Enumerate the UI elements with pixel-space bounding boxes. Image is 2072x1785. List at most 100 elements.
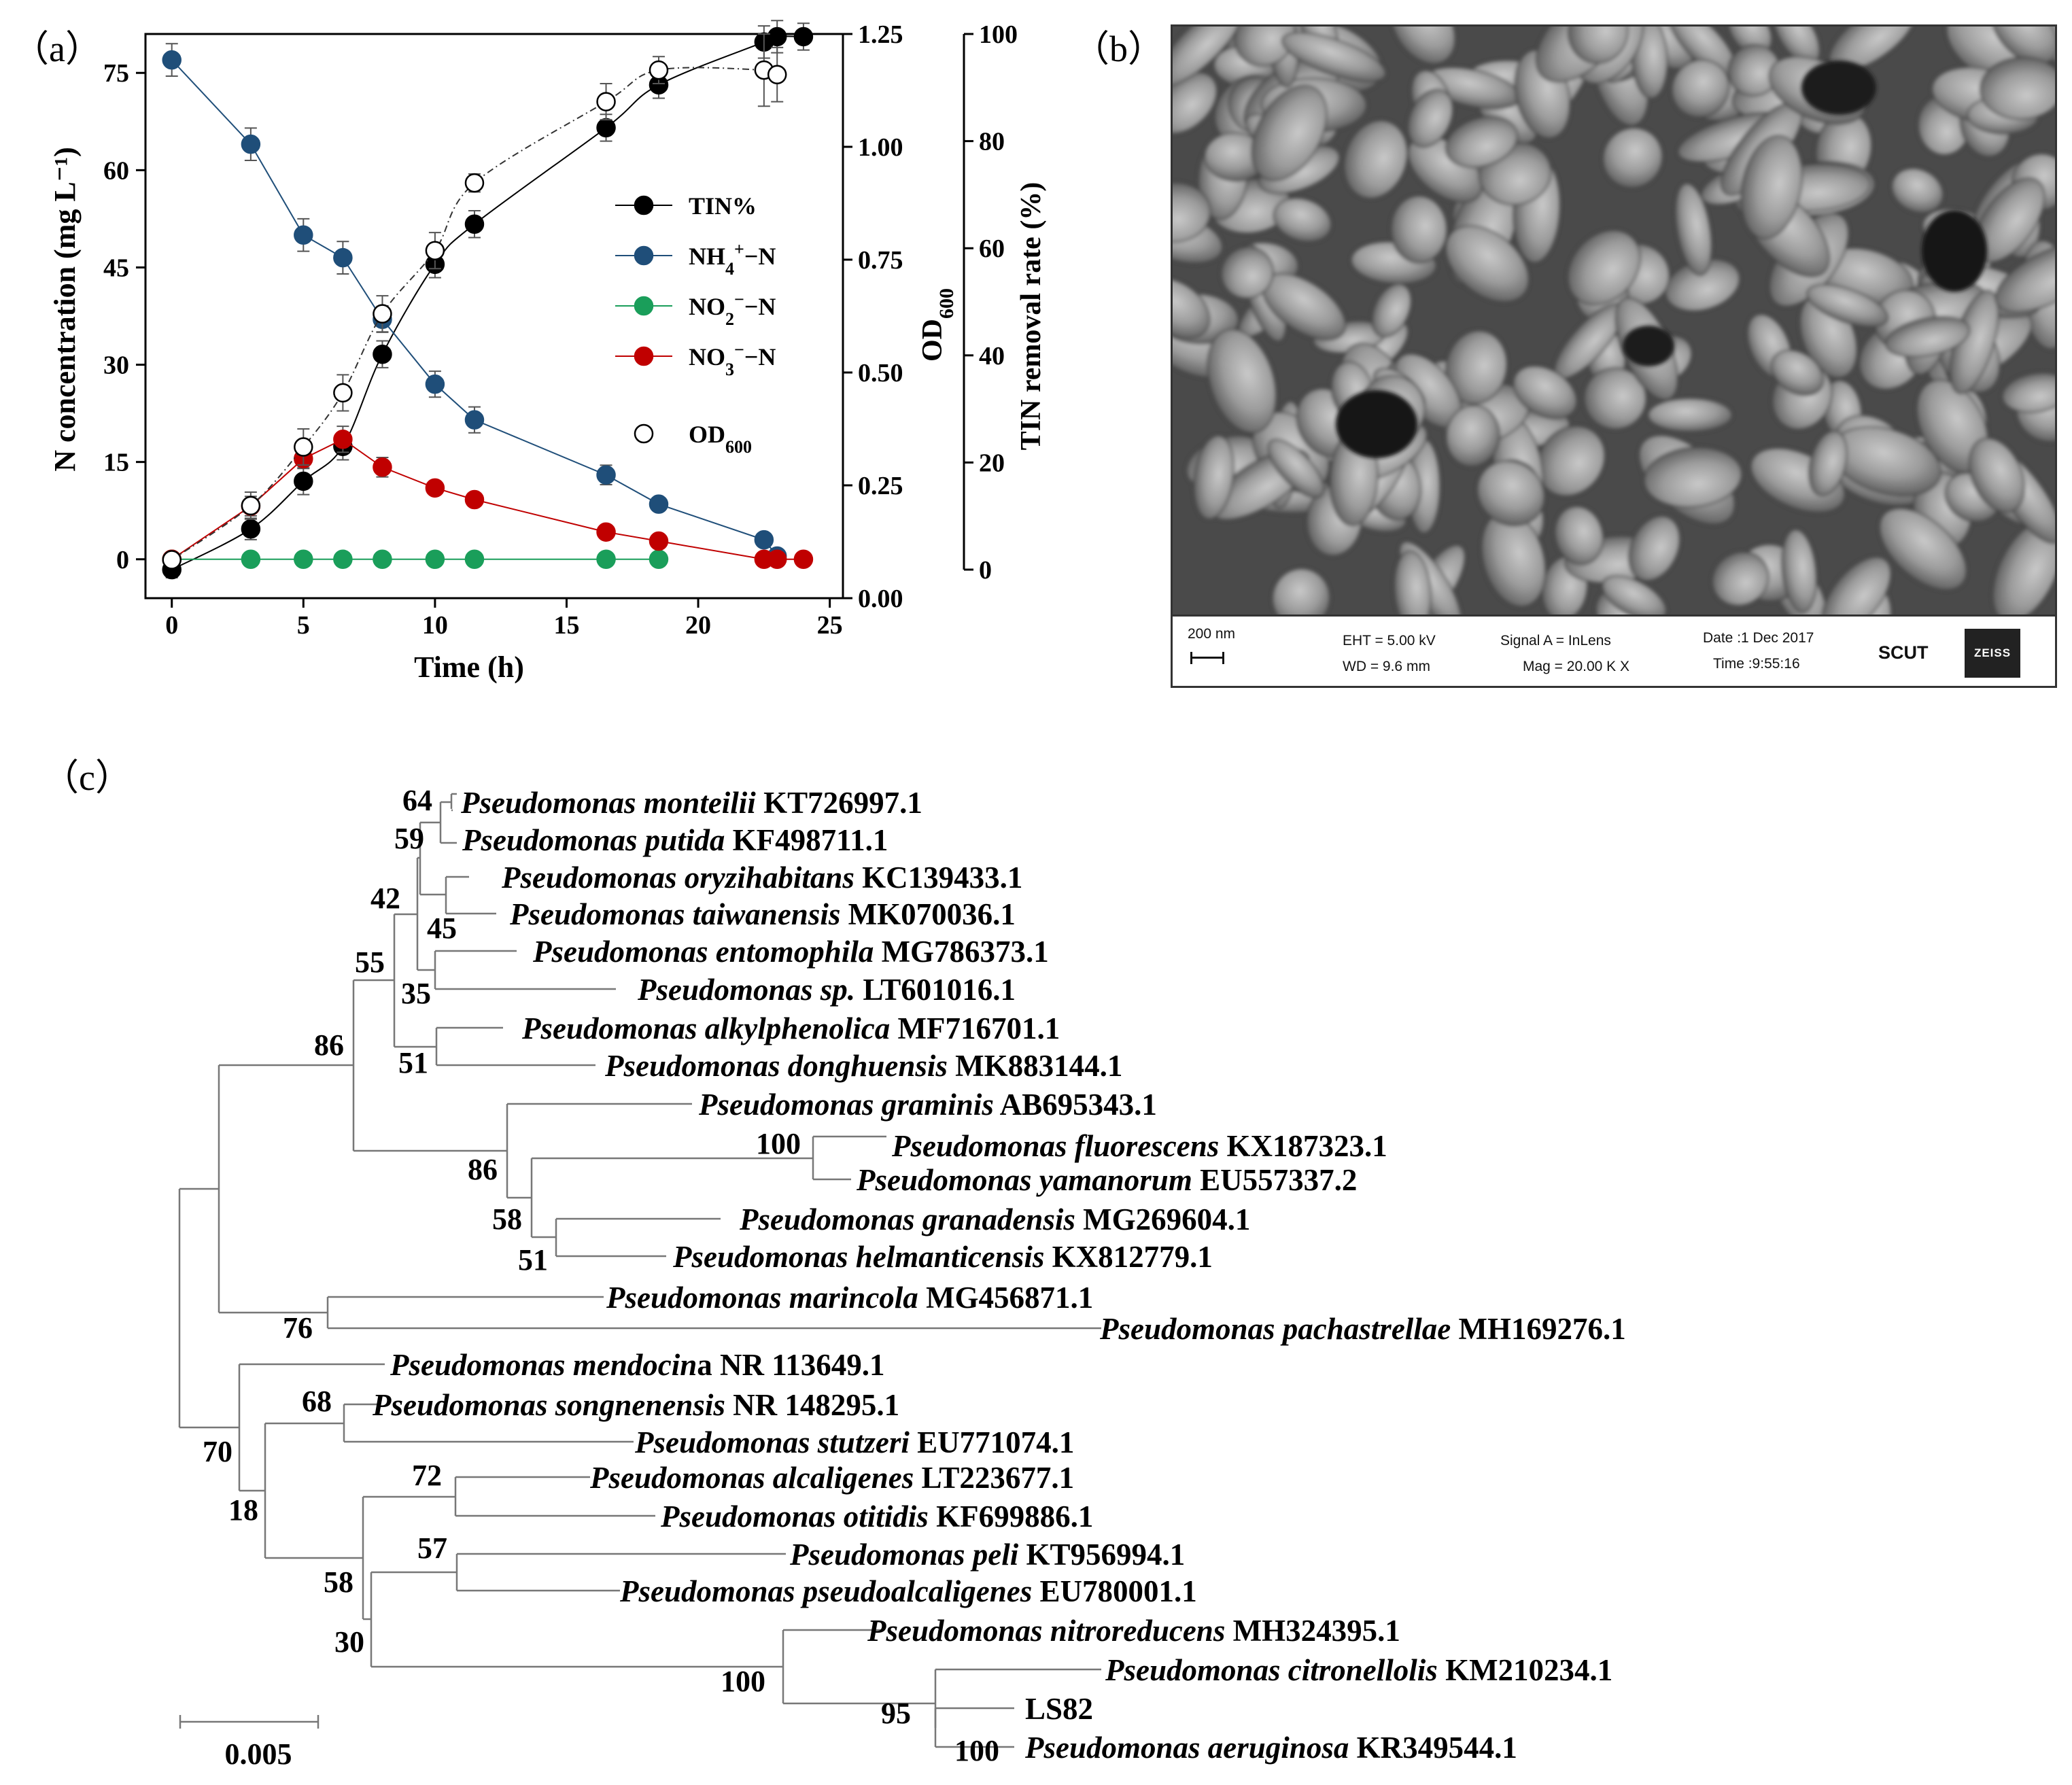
sem-bacterium [1281, 31, 1387, 83]
panel-label-c: （c） [42, 757, 132, 798]
sem-mag: Mag = 20.00 K X [1523, 659, 1630, 674]
sem-bacterium [1879, 508, 1967, 591]
chart-series [162, 20, 814, 580]
bootstrap-value: 35 [401, 977, 431, 1010]
sem-bacterium [1445, 225, 1530, 303]
panel-label-b: （b） [1073, 29, 1164, 69]
sem-bacterium [1781, 529, 1818, 613]
data-point-no3 [373, 457, 392, 477]
sem-bacterium [1647, 398, 1733, 433]
tree-leaf-label: Pseudomonas pseudoalcaligenes EU780001.1 [619, 1574, 1197, 1608]
data-point-od [464, 173, 485, 193]
y3-tick-label: 80 [979, 128, 1005, 156]
sem-bacterium [1885, 316, 1971, 358]
sem-bacterium [1390, 195, 1448, 264]
y2-tick-label: 1.25 [858, 20, 903, 49]
sem-eht: EHT = 5.00 kV [1343, 633, 1436, 648]
tree-leaf-accession: KC139433.1 [854, 861, 1023, 895]
tree-leaf-species: Pseudomonas otitidis [660, 1500, 929, 1533]
y2-axis-label: OD600 [917, 288, 958, 362]
sem-signal: Signal A = InLens [1500, 633, 1611, 648]
legend-text: NO [689, 293, 725, 320]
data-point-od [162, 550, 182, 570]
sem-bacterium [1272, 568, 1331, 614]
data-point-no3 [649, 531, 669, 551]
sem-bacterium [1234, 27, 1296, 67]
bootstrap-value: 76 [283, 1311, 313, 1345]
sem-bacterium [1991, 27, 2055, 65]
bootstrap-value: 51 [398, 1046, 428, 1079]
sem-bacterium [1821, 556, 1892, 614]
tree-leaf-species: Pseudomonas taiwanensis [509, 897, 840, 931]
legend-text: NO [689, 343, 725, 370]
y-tick-label: 15 [103, 449, 129, 477]
data-point-no3 [767, 549, 787, 570]
series-line-no3 [171, 438, 804, 560]
legend-text: −N [744, 243, 776, 270]
chart-frame: 0 5 10 15 20 25015304560750.000.250.500.751.0… [103, 20, 1018, 640]
data-point-nh4 [596, 465, 616, 485]
legend-marker-od [634, 423, 654, 444]
sem-bacterium [1193, 435, 1234, 520]
sem-bacterium [1173, 181, 1211, 243]
data-point-tin [596, 118, 616, 138]
sem-micrograph [1173, 27, 2055, 614]
sem-bacterium [1173, 277, 1211, 339]
data-point-od [767, 65, 787, 85]
x-tick-label: 5 [297, 611, 310, 640]
tree-leaf-species: Pseudomonas citronellolis [1105, 1653, 1438, 1687]
tree-leaf-accession: KT726997.1 [756, 786, 922, 820]
tree-leaf-label: Pseudomonas pachastrellae MH169276.1 [1099, 1312, 1626, 1346]
sem-bacterium [1371, 283, 1412, 338]
data-point-no2 [596, 549, 616, 570]
sem-bacterium [1173, 27, 1244, 87]
y2-tick-label: 0.75 [858, 246, 903, 275]
y2-tick-label: 1.00 [858, 133, 903, 162]
series-line-nh4 [171, 59, 778, 557]
bootstrap-value: 86 [314, 1028, 344, 1062]
legend-text: NH [689, 243, 725, 270]
tree-leaf-label: Pseudomonas mendocina NR 113649.1 [390, 1348, 885, 1382]
bootstrap-value: 30 [334, 1625, 364, 1659]
tree-leaf-species: Pseudomonas marincola [606, 1281, 918, 1315]
tree-leaf-species: Pseudomonas alkylphenolica [521, 1011, 890, 1045]
data-point-no2 [425, 549, 445, 570]
tree-leaf-label: Pseudomonas citronellolis KM210234.1 [1105, 1653, 1612, 1687]
tree-leaf-accession: MH324395.1 [1225, 1614, 1400, 1648]
bootstrap-value: 70 [203, 1435, 232, 1468]
panel-label-a: （a） [12, 29, 102, 69]
tree-leaf-accession: MK883144.1 [948, 1049, 1122, 1083]
sem-date: Date :1 Dec 2017 [1703, 630, 1814, 646]
sem-bacterium [1674, 183, 1712, 276]
tree-leaf-accession: EU780001.1 [1032, 1574, 1197, 1608]
sem-bacterium [1602, 575, 1667, 614]
data-point-tin [294, 471, 313, 491]
sem-info-bar: 200 nm EHT = 5.00 kV WD = 9.6 mm Signal … [1173, 614, 2055, 686]
sem-time: Time :9:55:16 [1713, 656, 1800, 672]
tree-leaf-label: Pseudomonas songnenensis NR 148295.1 [372, 1388, 899, 1422]
tree-leaf-label: Pseudomonas aeruginosa KR349544.1 [1024, 1731, 1517, 1765]
tree-leaf-species: Pseudomonas granadensis [739, 1202, 1075, 1236]
tree-leaf-species: Pseudomonas pachastrellae [1099, 1312, 1451, 1346]
legend-marker-no2 [634, 296, 654, 316]
sem-bacterium [1628, 515, 1680, 582]
y-axis-label: N concentration (mg L⁻¹) [48, 147, 82, 472]
sem-bacterium [1513, 365, 1578, 420]
data-point-od [373, 304, 392, 324]
sem-scale-label: 200 nm [1188, 626, 1236, 642]
sem-bacterium [1602, 127, 1663, 189]
bootstrap-value: 58 [324, 1565, 353, 1599]
legend-text: OD [689, 421, 725, 448]
data-point-od [294, 437, 313, 457]
bootstrap-value: 100 [721, 1665, 765, 1698]
sem-bacterium [1995, 243, 2055, 313]
tree-leaf-label: LS82 [1025, 1692, 1093, 1726]
sem-bacterium [1207, 328, 1277, 434]
tree-leaf-label: Pseudomonas stutzeri EU771074.1 [634, 1425, 1074, 1459]
legend-superscript: + [734, 239, 744, 259]
data-point-no2 [373, 549, 392, 570]
tree-leaf-species: Pseudomonas alcaligenes [589, 1461, 914, 1495]
legend-superscript: − [734, 340, 744, 360]
y-tick-label: 0 [116, 546, 129, 574]
